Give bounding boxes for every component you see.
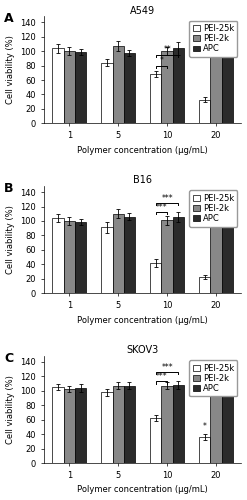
Y-axis label: Cell viability (%): Cell viability (%) [6,376,15,444]
X-axis label: Polymer concentration (μg/mL): Polymer concentration (μg/mL) [77,316,208,324]
Text: ***: *** [205,372,216,381]
Bar [124,53,135,124]
Bar [210,388,222,463]
Title: A549: A549 [130,6,155,16]
Text: ***: *** [205,38,216,47]
Title: B16: B16 [133,176,152,186]
Bar [150,74,162,124]
Text: B: B [4,182,14,195]
Bar [101,392,113,463]
Bar [75,52,86,124]
Bar [75,222,86,294]
Bar [173,385,184,463]
Bar [162,386,173,463]
Bar [64,388,75,463]
Y-axis label: Cell viability (%): Cell viability (%) [6,36,15,104]
Bar [199,100,210,124]
Text: ***: *** [156,372,167,381]
Bar [124,216,135,294]
Bar [101,62,113,124]
Bar [222,48,233,124]
Text: *: * [160,56,164,65]
Bar [210,215,222,294]
Legend: PEI-25k, PEI-2k, APC: PEI-25k, PEI-2k, APC [189,360,237,396]
Y-axis label: Cell viability (%): Cell viability (%) [6,206,15,274]
Bar [162,51,173,124]
Bar [113,214,124,294]
Bar [113,386,124,463]
Bar [173,48,184,124]
Bar [222,386,233,463]
Text: ***: *** [210,194,222,202]
Bar [150,263,162,294]
Bar [173,218,184,294]
X-axis label: Polymer concentration (μg/mL): Polymer concentration (μg/mL) [77,486,208,494]
Text: A: A [4,12,14,25]
Bar [52,48,64,124]
Text: *: * [203,422,207,430]
Bar [52,388,64,463]
Bar [162,220,173,294]
X-axis label: Polymer concentration (μg/mL): Polymer concentration (μg/mL) [77,146,208,154]
Text: ***: *** [205,203,216,212]
Text: C: C [4,352,13,365]
Text: ***: *** [210,28,222,38]
Text: ***: *** [161,362,173,372]
Text: **: ** [163,46,171,54]
Text: ***: *** [156,203,167,212]
Bar [113,46,124,124]
Bar [52,218,64,294]
Legend: PEI-25k, PEI-2k, APC: PEI-25k, PEI-2k, APC [189,20,237,57]
Bar [199,437,210,463]
Title: SKOV3: SKOV3 [126,346,159,356]
Bar [101,228,113,294]
Text: ***: *** [210,362,222,372]
Bar [150,418,162,463]
Bar [222,214,233,294]
Bar [75,388,86,463]
Bar [124,386,135,463]
Text: ***: *** [161,194,173,202]
Bar [199,276,210,293]
Bar [64,51,75,124]
Legend: PEI-25k, PEI-2k, APC: PEI-25k, PEI-2k, APC [189,190,237,226]
Bar [64,221,75,294]
Bar [210,52,222,124]
